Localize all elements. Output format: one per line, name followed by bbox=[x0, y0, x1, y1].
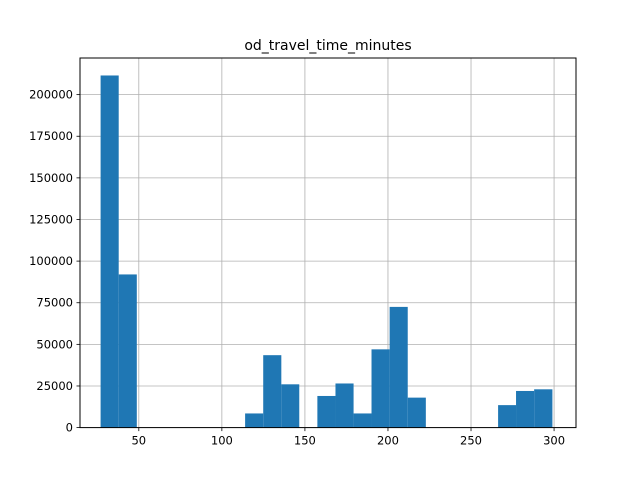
grid-lines bbox=[80, 58, 576, 429]
histogram-bar bbox=[516, 390, 535, 428]
histogram-bar bbox=[281, 384, 300, 428]
x-axis-ticks: 50 100 150 200 250 300 bbox=[131, 427, 565, 448]
chart-title: od_travel_time_minutes bbox=[244, 38, 411, 54]
x-tick-label: 50 bbox=[131, 434, 146, 448]
histogram-bar bbox=[389, 306, 408, 428]
histogram-bar bbox=[245, 413, 264, 428]
histogram-bar bbox=[534, 389, 553, 428]
y-tick-label: 25000 bbox=[36, 379, 73, 393]
y-tick-label: 150000 bbox=[29, 171, 73, 185]
plot-area-frame bbox=[79, 57, 577, 429]
y-tick-label: 100000 bbox=[29, 254, 73, 268]
x-tick-label: 100 bbox=[211, 434, 233, 448]
histogram-bar bbox=[353, 413, 372, 428]
y-tick-label: 175000 bbox=[29, 129, 73, 143]
histogram-bar bbox=[498, 405, 517, 428]
histogram-bar bbox=[335, 383, 354, 428]
y-tick-label: 50000 bbox=[36, 337, 73, 351]
histogram-bar bbox=[100, 75, 119, 428]
x-tick-label: 300 bbox=[543, 434, 565, 448]
histogram-bar bbox=[118, 274, 137, 428]
y-tick-label: 75000 bbox=[36, 296, 73, 310]
histogram-bar bbox=[317, 395, 336, 428]
y-axis-ticks: 0 25000 50000 75000 100000 125000 150000 175000… bbox=[29, 88, 80, 435]
histogram-bar bbox=[371, 349, 390, 428]
x-tick-label: 250 bbox=[460, 434, 482, 448]
histogram-bars bbox=[100, 75, 553, 428]
histogram-bar bbox=[407, 397, 426, 428]
y-tick-label: 125000 bbox=[29, 212, 73, 226]
y-tick-label: 200000 bbox=[29, 88, 73, 102]
x-tick-label: 200 bbox=[377, 434, 399, 448]
y-tick-label: 0 bbox=[66, 421, 73, 435]
histogram-bar bbox=[263, 355, 282, 428]
x-tick-label: 150 bbox=[294, 434, 316, 448]
